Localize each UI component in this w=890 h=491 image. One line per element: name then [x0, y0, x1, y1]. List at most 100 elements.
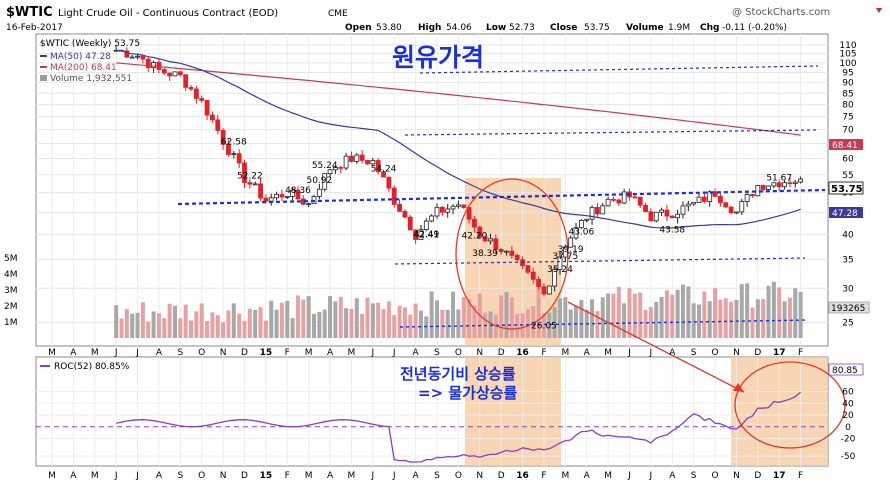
low-value: 52.73 [509, 23, 535, 33]
candle-body [140, 55, 146, 60]
y-tick-label: 25 [842, 318, 853, 328]
svg-text:68.41: 68.41 [832, 141, 858, 151]
volume-bar [557, 298, 562, 338]
volume-bar [702, 291, 707, 338]
volume-bar [745, 283, 750, 338]
volume-tick-label: 2M [4, 302, 18, 312]
candle-body [685, 203, 691, 207]
roc-tag: 80.85 [828, 363, 864, 376]
volume-bar [611, 293, 616, 338]
y-tick-label: 35 [842, 255, 853, 265]
candle-body [434, 206, 440, 217]
x-tick-label: M [91, 471, 99, 481]
volume-bar [429, 291, 434, 338]
volume-bar [734, 299, 739, 338]
candle-body [220, 130, 226, 145]
volume-tick-label: 3M [4, 286, 18, 296]
volume-bar [787, 297, 792, 338]
candle-body [611, 198, 616, 201]
candle-body [659, 209, 664, 213]
volume-bar [156, 313, 161, 338]
volume-bar [290, 318, 295, 338]
y-tick-label: 55 [842, 171, 853, 181]
volume-bar [189, 320, 194, 338]
x-tick-label: J [114, 471, 118, 481]
close-value: 53.75 [584, 23, 610, 33]
volume-bar [124, 309, 129, 338]
candle-body [145, 58, 151, 69]
candle-body [252, 183, 258, 186]
svg-text:53.75: 53.75 [831, 184, 863, 195]
candle-body [193, 88, 199, 99]
candle-body [541, 286, 547, 295]
volume-bar [563, 297, 568, 338]
x-tick-label: S [691, 348, 697, 358]
x-tick-label: 17 [773, 471, 786, 481]
candle-body [691, 202, 697, 205]
candle-body [263, 197, 269, 202]
candle-body [669, 215, 675, 219]
candle-body [584, 218, 590, 221]
low-label: Low [486, 23, 506, 33]
volume-bar [167, 303, 172, 338]
price-label: 51.67 [766, 173, 792, 183]
volume-bar [279, 302, 284, 338]
candle-body [455, 204, 461, 207]
x-tick-label: D [498, 348, 505, 358]
price-label: 50.92 [306, 176, 332, 186]
candle-body [621, 191, 627, 204]
x-tick-label: J [649, 471, 653, 481]
volume-bar [750, 307, 755, 338]
candles [113, 45, 804, 297]
volume-bar [306, 296, 311, 338]
x-tick-label: N [220, 471, 227, 481]
volume-bar [301, 299, 306, 338]
candle-body [381, 171, 386, 178]
candle-body [750, 194, 755, 197]
x-tick-label: F [541, 348, 546, 358]
candle-body [573, 227, 579, 239]
volume-bar [322, 309, 327, 338]
volume-bar [114, 305, 119, 338]
candle-body [466, 207, 472, 220]
candle-body [568, 237, 574, 248]
candle-body [161, 69, 167, 74]
x-tick-label: N [476, 471, 483, 481]
volume-bar [130, 313, 135, 338]
candle-body [578, 220, 584, 229]
candle-body [739, 201, 745, 213]
volume-tick-label: 4M [4, 270, 18, 280]
candle-body [167, 72, 173, 77]
volume-bar [215, 315, 220, 338]
candle-body [236, 153, 242, 164]
candle-body [349, 155, 354, 162]
volume-bar [344, 308, 349, 338]
x-tick-label: D [754, 348, 761, 358]
candle-body [701, 196, 707, 202]
volume-bar [520, 313, 525, 338]
volume-bar [317, 311, 322, 338]
candle-body [723, 202, 729, 208]
menu-triangle-icon[interactable] [876, 8, 882, 13]
volume-bar [151, 311, 156, 338]
open-value: 53.80 [376, 23, 402, 33]
volume-label: Volume [626, 23, 664, 33]
volume-bar [258, 307, 263, 338]
arrow-head-icon [733, 383, 744, 392]
y-tick-label: 75 [842, 113, 853, 123]
price-label: 62.58 [221, 138, 247, 148]
candle-body [648, 211, 654, 222]
roc-annotation-line2: => 물가상승률 [418, 384, 518, 402]
volume-bar [172, 305, 177, 338]
volume-bar [499, 295, 504, 338]
volume-y-axis: 5M 4M 3M 2M 1M [4, 254, 18, 328]
volume-bar [386, 301, 391, 338]
candle-body [718, 195, 723, 204]
candle-body [226, 143, 231, 155]
volume-bar [552, 307, 557, 338]
volume-bar [622, 303, 627, 338]
volume-bar [536, 287, 541, 338]
x-tick-label: O [455, 471, 462, 481]
candle-body [274, 194, 279, 199]
x-tick-label: F [798, 471, 803, 481]
